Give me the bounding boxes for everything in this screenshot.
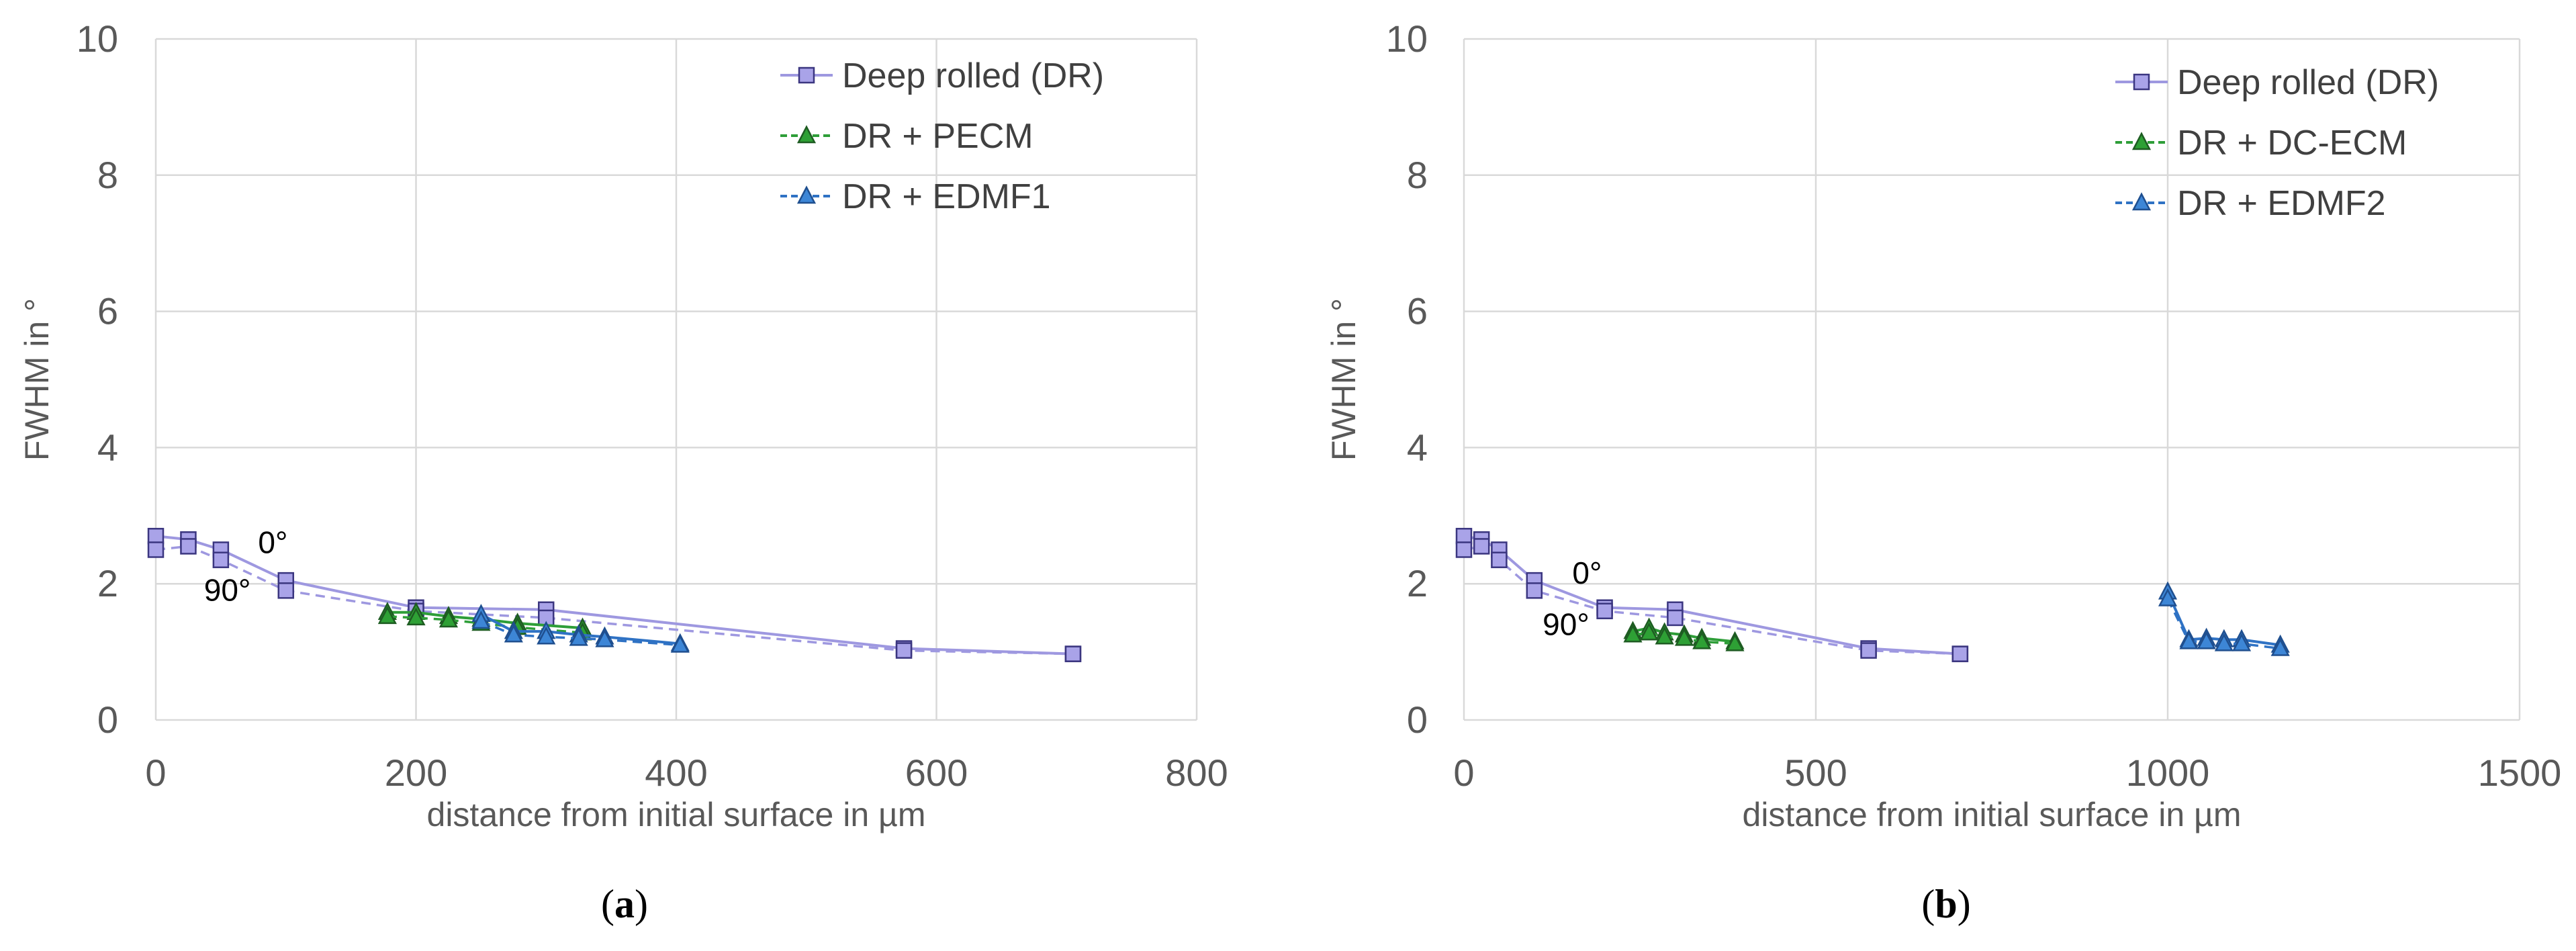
legend-marker <box>2131 132 2152 150</box>
data-point <box>277 582 294 599</box>
y-tick-label: 10 <box>1386 17 1428 60</box>
x-axis-label: distance from initial surface in µm <box>1743 796 2242 833</box>
series-deep-rolled-dr-90- <box>1455 538 1969 662</box>
data-point <box>504 624 523 643</box>
caption-b: (b) <box>1921 882 1971 926</box>
data-point <box>1455 541 1473 558</box>
data-point <box>1674 627 1694 646</box>
angle-annotation: 90° <box>1543 606 1590 641</box>
y-tick-label: 8 <box>97 154 118 196</box>
y-tick-label: 10 <box>77 17 118 60</box>
legend-label: Deep rolled (DR) <box>2177 63 2439 102</box>
chart-panel-b: 0 2 4 6 8 10 0 500 1000 1500 distance from initial… <box>1325 17 2561 833</box>
legend: Deep rolled (DR) DR + DC-ECM DR + EDMF2 <box>2115 63 2439 223</box>
data-point <box>670 634 690 653</box>
x-tick-label: 1500 <box>2478 752 2562 794</box>
data-point <box>1473 538 1490 555</box>
series-line <box>480 613 680 645</box>
angle-annotation: 0° <box>1572 555 1602 590</box>
data-point <box>2270 637 2290 656</box>
y-axis-label: FWHM in ° <box>1325 298 1363 461</box>
legend: Deep rolled (DR) DR + PECM DR + EDMF1 <box>780 56 1104 216</box>
data-point <box>1491 551 1508 568</box>
y-axis-label: FWHM in ° <box>18 298 56 461</box>
y-tick-label: 8 <box>1407 154 1428 196</box>
x-tick-label: 0 <box>1453 752 1474 794</box>
data-point <box>2179 631 2199 649</box>
x-tick-label: 200 <box>385 752 447 794</box>
y-tick-label: 0 <box>97 698 118 741</box>
data-point <box>1667 609 1684 627</box>
x-axis-label: distance from initial surface in µm <box>427 796 926 833</box>
data-point <box>2158 588 2178 606</box>
data-point <box>1455 527 1473 545</box>
series-deep-rolled-dr-90- <box>147 538 1082 662</box>
data-point <box>1725 633 1745 651</box>
data-point <box>1692 631 1712 649</box>
x-tick-label: 600 <box>905 752 968 794</box>
y-tick-label: 4 <box>1407 426 1428 468</box>
legend-label: DR + EDMF1 <box>842 177 1051 216</box>
data-point <box>1623 624 1643 643</box>
x-tick-label: 800 <box>1165 752 1228 794</box>
data-point <box>1951 645 1969 662</box>
legend-label: DR + PECM <box>842 117 1033 156</box>
legend-label: DR + DC-ECM <box>2177 124 2407 163</box>
data-point <box>471 610 491 629</box>
data-point <box>147 527 165 545</box>
angle-annotation: 90° <box>204 573 251 608</box>
data-point <box>1596 602 1613 620</box>
data-point <box>2197 631 2216 649</box>
data-point <box>1655 626 1674 645</box>
y-tick-label: 2 <box>1407 562 1428 604</box>
series-line <box>480 620 680 647</box>
legend-label: DR + EDMF2 <box>2177 184 2386 223</box>
angle-annotation: 0° <box>258 525 287 560</box>
data-point <box>2214 633 2234 651</box>
data-point <box>147 541 165 558</box>
data-point <box>537 626 556 645</box>
data-point <box>1526 582 1543 599</box>
data-point <box>212 551 230 568</box>
data-point <box>895 642 913 659</box>
y-tick-label: 4 <box>97 426 118 468</box>
data-point <box>1860 642 1877 659</box>
data-point <box>439 609 458 628</box>
data-point <box>569 627 588 646</box>
series-dr-dc-ecm-90- <box>1623 622 1745 651</box>
data-point <box>406 607 426 626</box>
data-point <box>2232 633 2252 651</box>
data-point <box>1064 645 1082 662</box>
series-dr-edmf2-90- <box>2158 588 2290 656</box>
series-line <box>2166 598 2281 650</box>
data-point <box>1639 622 1659 641</box>
x-tick-label: 1000 <box>2126 752 2210 794</box>
legend-label: Deep rolled (DR) <box>842 56 1104 95</box>
y-tick-label: 2 <box>97 562 118 604</box>
series-line <box>1463 545 1960 655</box>
chart-panel-a: 0 2 4 6 8 10 0 200 400 600 800 distance from initia… <box>18 17 1228 833</box>
data-point <box>180 538 197 555</box>
legend-marker <box>798 66 815 84</box>
series-dr-edmf1-90- <box>471 610 690 653</box>
x-tick-label: 400 <box>645 752 707 794</box>
data-point <box>595 629 614 647</box>
series-line <box>2166 591 2281 647</box>
caption-a: (a) <box>601 882 648 926</box>
y-tick-label: 6 <box>97 290 118 332</box>
data-point <box>377 606 397 625</box>
legend-marker <box>796 125 817 144</box>
legend-marker <box>2133 73 2150 91</box>
legend-marker <box>796 185 817 204</box>
y-tick-label: 6 <box>1407 290 1428 332</box>
legend-marker <box>2131 192 2152 211</box>
y-tick-label: 0 <box>1407 698 1428 741</box>
x-tick-label: 0 <box>145 752 166 794</box>
x-tick-label: 500 <box>1784 752 1847 794</box>
